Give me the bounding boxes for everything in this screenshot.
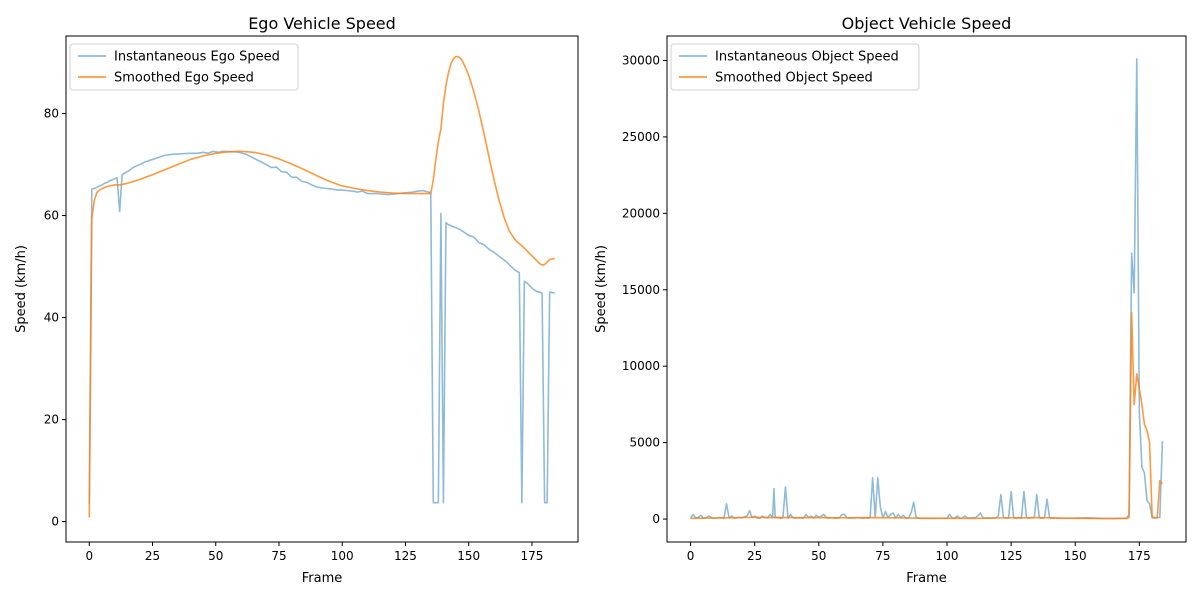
x-tick-label: 100 [331,549,354,563]
series-line-instantaneous [689,58,1164,520]
y-tick-label: 40 [44,311,59,325]
y-tick-label: 5000 [629,436,660,450]
x-tick-label: 150 [457,549,480,563]
y-tick-label: 30000 [622,53,660,67]
x-axis-label: Frame [906,571,947,586]
x-tick-label: 0 [687,549,695,563]
x-tick-label: 125 [394,549,417,563]
chart-title: Ego Vehicle Speed [248,14,396,33]
x-tick-label: 150 [1064,549,1087,563]
x-tick-label: 175 [1128,549,1151,563]
legend-label-smoothed: Smoothed Object Speed [715,71,873,86]
x-axis-label: Frame [302,571,343,586]
axes-frame [666,35,1187,543]
y-axis-label: Speed (km/h) [14,245,29,333]
x-tick-label: 25 [145,549,160,563]
x-tick-label: 75 [271,549,286,563]
x-tick-label: 50 [208,549,223,563]
y-tick-label: 15000 [622,283,660,297]
y-tick-label: 0 [51,515,59,529]
x-tick-label: 0 [85,549,93,563]
plot-lines [689,58,1164,520]
y-tick-label: 80 [44,107,59,121]
series-line-instantaneous [88,150,555,504]
y-tick-label: 10000 [622,359,660,373]
series-line-smoothed [88,55,555,518]
x-tick-label: 75 [875,549,890,563]
object-speed-chart: 0 25 50 75 100 125 150 175 0 5000 10000 15000 20000 2… [594,14,1187,586]
ego-speed-chart: 0 25 50 75 100 125 150 175 0 20 40 60 80 Ego Vehicle … [14,14,579,586]
y-axis-label: Speed (km/h) [594,245,609,333]
legend: Instantaneous Ego Speed Smoothed Ego Spee… [69,43,299,91]
legend: Instantaneous Object Speed Smoothed Objec… [670,43,920,91]
legend-box [670,43,920,91]
y-tick-label: 0 [652,512,660,526]
x-tick-label: 50 [811,549,826,563]
x-tick-label: 100 [936,549,959,563]
axes-frame [65,35,579,543]
legend-box [69,43,299,91]
y-tick-label: 60 [44,209,59,223]
x-tick-label: 125 [1000,549,1023,563]
chart-title: Object Vehicle Speed [842,14,1012,33]
legend-label-instantaneous: Instantaneous Ego Speed [114,50,280,65]
y-tick-label: 25000 [622,130,660,144]
legend-label-instantaneous: Instantaneous Object Speed [715,50,899,65]
plot-lines [88,55,555,518]
x-tick-label: 175 [521,549,544,563]
series-line-smoothed [690,311,1164,520]
x-tick-label: 25 [747,549,762,563]
y-tick-label: 20 [44,413,59,427]
legend-label-smoothed: Smoothed Ego Speed [114,71,254,86]
y-tick-label: 20000 [622,206,660,220]
